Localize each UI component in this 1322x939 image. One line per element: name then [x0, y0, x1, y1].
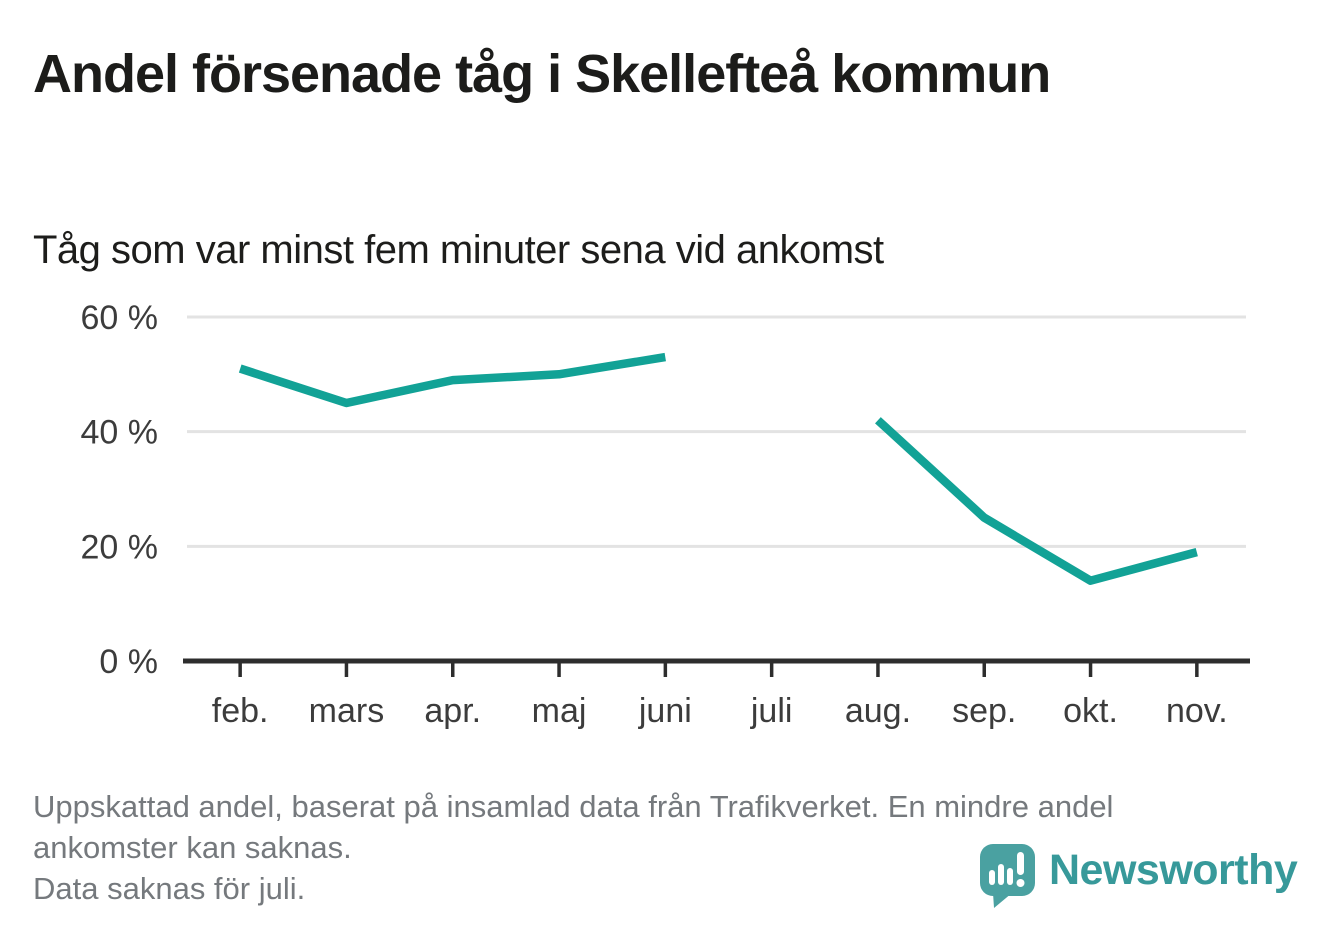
footnote-missing-data: Data saknas för juli.	[33, 871, 306, 906]
x-tick-label: aug.	[845, 692, 911, 730]
y-tick-label: 20 %	[81, 528, 159, 566]
y-tick-label: 40 %	[81, 414, 159, 452]
x-tick-label: juli	[750, 692, 793, 730]
newsworthy-logo: Newsworthy	[979, 843, 1298, 909]
x-tick-label: okt.	[1063, 692, 1118, 730]
chart-footnotes: Uppskattad andel, baserat på insamlad da…	[33, 786, 1248, 909]
data-line-segment	[238, 352, 666, 408]
x-tick-label: maj	[532, 692, 587, 730]
data-line-segment	[875, 417, 1198, 585]
x-tick-label: feb.	[212, 692, 269, 730]
footnote-source: Uppskattad andel, baserat på insamlad da…	[33, 789, 1114, 865]
y-tick-label: 0 %	[99, 643, 158, 681]
chart-subtitle: Tåg som var minst fem minuter sena vid a…	[33, 228, 884, 272]
page-title: Andel försenade tåg i Skellefteå kommun	[33, 44, 1051, 104]
y-tick-label: 60 %	[81, 299, 159, 337]
x-tick-label: mars	[309, 692, 385, 730]
newsworthy-speech-bubble-chart-icon	[980, 844, 1035, 908]
x-tick-label: juni	[638, 692, 692, 730]
x-tick-label: nov.	[1166, 692, 1228, 730]
newsworthy-wordmark: Newsworthy	[1049, 846, 1298, 894]
x-tick-label: apr.	[424, 692, 481, 730]
x-tick-label: sep.	[952, 692, 1016, 730]
